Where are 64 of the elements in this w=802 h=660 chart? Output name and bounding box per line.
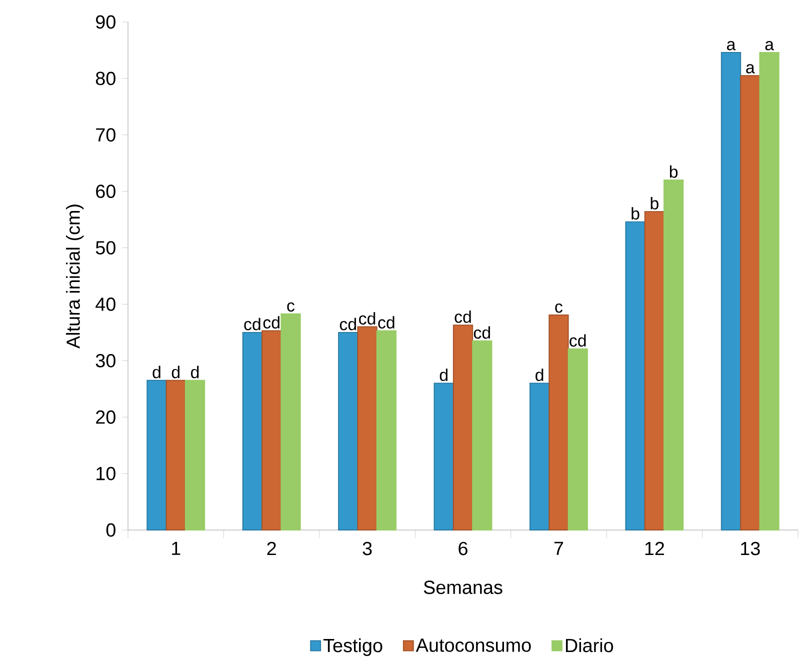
y-tick-label: 0 [106,523,116,537]
data-label: d [191,366,199,378]
data-label: cd [340,318,356,330]
bar [262,330,282,530]
data-label: c [555,303,562,313]
y-tick-label: 50 [96,241,116,254]
bar [740,75,760,530]
bar [625,221,646,530]
legend-label: Autoconsumo [416,638,531,652]
x-tick-label: 7 [554,542,564,555]
bar [434,382,454,530]
y-tick-label: 60 [96,184,116,198]
bar [759,52,780,530]
data-label: cd [244,318,260,330]
data-label: b [670,165,678,178]
bar [357,326,378,530]
bar [280,313,301,530]
bar [568,348,588,530]
bar [472,340,492,530]
bar [644,211,665,530]
x-tick-label: 1 [172,542,180,555]
data-label: cd [359,312,376,325]
data-label: cd [263,316,280,329]
data-label: cd [570,334,586,347]
x-tick-label: 13 [741,542,760,556]
data-label: a [727,41,736,50]
y-tick-label: 20 [96,410,116,424]
bar [184,380,206,530]
bar [530,382,550,530]
data-label: b [650,197,658,210]
data-label: d [440,368,448,382]
bar [338,332,358,530]
y-tick-label: 40 [96,298,116,311]
legend-label: Testigo [323,638,382,656]
data-label: d [536,368,544,382]
x-tick-label: 2 [267,542,276,556]
bar [720,52,742,530]
bar [452,324,474,530]
data-label: cd [454,310,471,323]
y-tick-label: 10 [96,466,116,480]
bar [146,380,167,530]
data-label: a [746,64,755,74]
legend-label: Diario [566,638,614,652]
data-label: cd [474,326,490,339]
y-tick-label: 80 [96,72,116,86]
x-tick-label: 12 [645,542,664,556]
x-axis-title: Semanas [424,580,502,594]
data-label: b [632,207,640,220]
bar [166,380,186,530]
data-label: c [287,302,294,312]
data-label: cd [378,316,394,329]
bar [376,330,396,530]
bar [242,332,262,530]
x-tick-label: 6 [458,542,468,556]
x-tick-label: 3 [362,542,372,556]
data-label: d [172,366,180,378]
y-tick-label: 30 [96,354,116,368]
y-tick-label: 90 [96,15,116,29]
y-tick-label: 70 [96,128,116,142]
bar [664,180,684,530]
bar [548,314,569,530]
data-label: d [152,366,160,378]
y-axis-title: Altura inicial (cm) [66,204,84,349]
data-label: a [765,41,774,50]
